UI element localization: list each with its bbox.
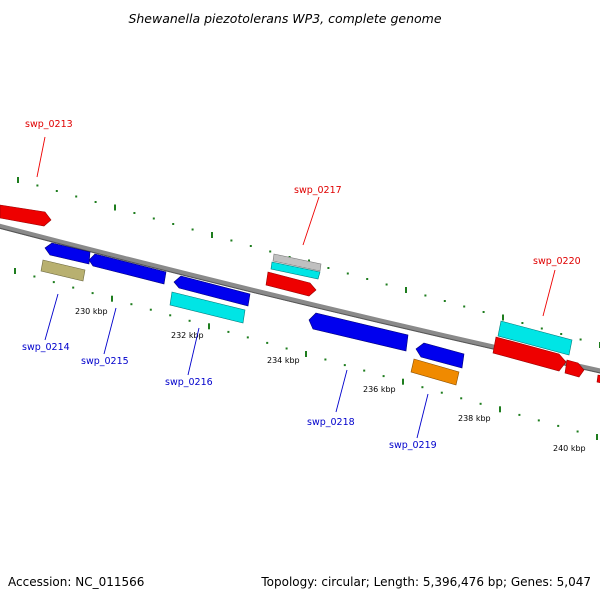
feature-swp_0216-product <box>169 291 246 324</box>
gene-label-swp_0214[interactable]: swp_0214 <box>22 342 70 353</box>
scale-top-tick <box>172 223 175 225</box>
tick-label-240: 240 kbp <box>553 444 586 453</box>
scale-top-tick <box>482 311 485 313</box>
scale-top-tick <box>269 250 272 253</box>
tick-label-232: 232 kbp <box>171 331 204 340</box>
scale-track-bottom <box>14 268 598 440</box>
scale-top-tick <box>463 305 466 308</box>
feature-swp_0217-gray <box>272 253 322 272</box>
scale-bottom-tick <box>149 308 152 311</box>
scale-bottom-tick <box>324 358 327 361</box>
scale-bottom-tick <box>208 323 210 330</box>
scale-top-tick <box>230 239 233 242</box>
scale-bottom-tick <box>14 268 16 274</box>
scale-bottom-tick <box>576 430 579 433</box>
scale-top-tick <box>443 300 446 302</box>
label-leaders <box>36 136 556 439</box>
gene-label-swp_0218[interactable]: swp_0218 <box>307 417 355 428</box>
scale-top-tick <box>327 267 330 269</box>
gene-swp_0214[interactable] <box>44 242 91 265</box>
gene-next-partial[interactable] <box>596 374 600 384</box>
scale-bottom-tick <box>72 286 75 289</box>
gene-swp_0215[interactable] <box>88 253 167 285</box>
gene-label-swp_0219[interactable]: swp_0219 <box>389 440 437 451</box>
scale-bottom-tick <box>188 319 191 322</box>
gene-swp_0216[interactable] <box>173 275 251 307</box>
scale-bottom-tick <box>52 281 55 284</box>
scale-bottom-tick <box>479 402 482 405</box>
scale-top-tick <box>152 217 155 220</box>
feature-swp_0220-product <box>497 320 573 356</box>
scale-top-tick <box>211 232 213 238</box>
feature-swp_0214-product <box>40 259 86 282</box>
gene-swp_0217[interactable] <box>265 271 317 297</box>
scale-bottom-tick <box>33 275 36 278</box>
scale-top-tick <box>55 190 58 192</box>
scale-bottom-tick <box>557 424 560 427</box>
scale-top-tick <box>288 256 291 258</box>
feature-swp_0217-product <box>270 261 321 280</box>
scale-bottom-tick <box>130 303 133 306</box>
scale-bottom-tick <box>499 406 501 413</box>
scale-top-tick <box>405 287 407 293</box>
gene-label-swp_0213[interactable]: swp_0213 <box>25 119 73 130</box>
scale-top-tick <box>560 333 563 335</box>
tick-label-234: 234 kbp <box>267 356 300 365</box>
scale-top-tick <box>346 272 349 275</box>
tick-label-230: 230 kbp <box>75 307 108 316</box>
scale-top-tick <box>249 245 252 247</box>
scale-bottom-tick <box>246 336 249 339</box>
scale-bottom-tick <box>343 364 346 367</box>
feature-swp_0219-product <box>410 358 460 386</box>
scale-bottom-tick <box>518 413 521 416</box>
genome-summary-text: Topology: circular; Length: 5,396,476 bp… <box>260 575 591 589</box>
scale-top-tick <box>424 294 427 297</box>
gene-swp_0220[interactable] <box>492 336 567 372</box>
scale-top-tick <box>366 278 369 280</box>
scale-track-top <box>17 177 600 348</box>
scale-bottom-tick <box>421 386 424 389</box>
scale-bottom-tick <box>111 295 113 302</box>
map-title: Shewanella piezotolerans WP3, complete g… <box>128 11 441 26</box>
scale-top-tick <box>36 184 39 187</box>
scale-bottom-tick <box>382 375 385 378</box>
scale-bottom-tick <box>285 347 288 350</box>
scale-bottom-tick <box>440 391 443 394</box>
gene-label-swp_0216[interactable]: swp_0216 <box>165 377 213 388</box>
scale-bottom-tick <box>305 351 307 357</box>
scale-bottom-tick <box>169 314 172 317</box>
scale-top-tick <box>133 212 136 214</box>
scale-bottom-tick <box>363 369 366 372</box>
scale-top-tick <box>94 201 97 203</box>
scale-top-tick <box>17 177 19 183</box>
scale-bottom-tick <box>596 434 598 440</box>
gene-features <box>0 204 600 386</box>
scale-top-tick <box>114 204 116 211</box>
tick-label-236: 236 kbp <box>363 385 396 394</box>
scale-bottom-tick <box>460 397 463 400</box>
scale-bottom-tick <box>91 292 94 295</box>
gene-swp_0221[interactable] <box>564 359 585 378</box>
gene-label-swp_0215[interactable]: swp_0215 <box>81 356 129 367</box>
accession-text: Accession: NC_011566 <box>8 575 144 589</box>
gene-swp_0218[interactable] <box>308 312 409 352</box>
scale-top-tick <box>75 195 78 198</box>
tick-label-238: 238 kbp <box>458 414 491 423</box>
scale-bottom-tick <box>266 341 269 344</box>
scale-top-tick <box>579 338 582 341</box>
gene-swp_0213[interactable] <box>0 204 52 227</box>
gene-swp_0219[interactable] <box>415 342 465 369</box>
scale-top-tick <box>191 228 194 231</box>
scale-top-tick <box>540 327 543 330</box>
scale-bottom-tick <box>537 419 540 422</box>
scale-top-tick <box>502 314 504 321</box>
scale-top-tick <box>385 283 388 286</box>
scale-bottom-tick <box>402 378 404 385</box>
scale-bottom-tick <box>227 330 230 333</box>
scale-top-tick <box>521 322 524 324</box>
gene-label-swp_0217[interactable]: swp_0217 <box>294 185 342 196</box>
gene-label-swp_0220[interactable]: swp_0220 <box>533 256 581 267</box>
